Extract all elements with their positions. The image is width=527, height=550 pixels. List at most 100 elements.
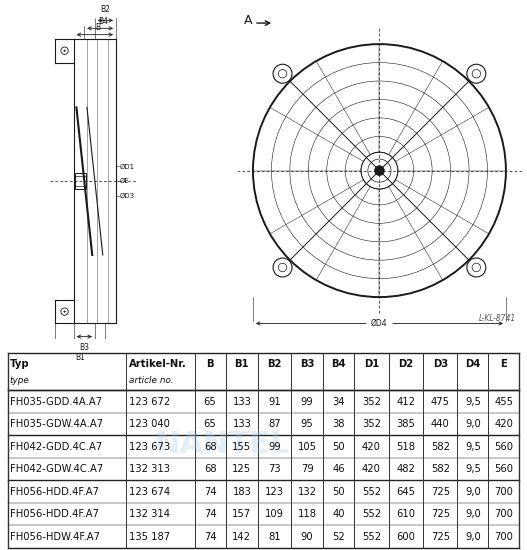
Text: NANTEL: NANTEL [154, 430, 290, 459]
Text: 420: 420 [494, 419, 513, 429]
Text: FH056-HDD.4F.A7: FH056-HDD.4F.A7 [10, 509, 99, 519]
Text: ØD3: ØD3 [120, 193, 135, 199]
Text: 142: 142 [232, 532, 251, 542]
Text: 155: 155 [232, 442, 251, 452]
Text: 52: 52 [333, 532, 345, 542]
Text: 123 673: 123 673 [129, 442, 170, 452]
Text: B: B [95, 23, 100, 32]
Text: 518: 518 [396, 442, 415, 452]
Text: 109: 109 [265, 509, 284, 519]
Text: 123 672: 123 672 [129, 397, 170, 406]
Text: B3: B3 [80, 343, 89, 352]
Text: 600: 600 [396, 532, 415, 542]
Text: FH035-GDW.4A.A7: FH035-GDW.4A.A7 [10, 419, 103, 429]
Text: 118: 118 [298, 509, 317, 519]
Text: 65: 65 [204, 397, 217, 406]
Text: D1: D1 [364, 359, 379, 369]
Text: 560: 560 [494, 442, 513, 452]
Text: 582: 582 [431, 442, 450, 452]
Text: 68: 68 [204, 464, 217, 474]
Text: 412: 412 [396, 397, 415, 406]
Text: 40: 40 [333, 509, 345, 519]
Text: 123 674: 123 674 [129, 487, 170, 497]
Text: 81: 81 [268, 532, 281, 542]
Text: 68: 68 [204, 442, 217, 452]
Text: Artikel-Nr.: Artikel-Nr. [129, 359, 187, 369]
Text: B1: B1 [235, 359, 249, 369]
Text: 123 040: 123 040 [129, 419, 169, 429]
Text: FH056-HDD.4F.A7: FH056-HDD.4F.A7 [10, 487, 99, 497]
Text: 9,5: 9,5 [465, 442, 481, 452]
Text: Typ: Typ [10, 359, 30, 369]
Text: B4: B4 [331, 359, 346, 369]
Text: B1: B1 [75, 354, 85, 362]
Text: FH042-GDD.4C.A7: FH042-GDD.4C.A7 [10, 442, 102, 452]
Text: 123: 123 [265, 487, 284, 497]
Text: article no.: article no. [129, 376, 173, 384]
Text: B4: B4 [98, 16, 108, 26]
Text: 420: 420 [362, 464, 381, 474]
Text: 157: 157 [232, 509, 251, 519]
Text: B2: B2 [101, 5, 110, 14]
Text: L-KL-8741: L-KL-8741 [479, 315, 516, 323]
Text: D4: D4 [465, 359, 481, 369]
Text: E: E [500, 359, 507, 369]
Text: 700: 700 [494, 509, 513, 519]
Text: 552: 552 [362, 509, 381, 519]
Text: A: A [243, 14, 252, 27]
Text: 725: 725 [431, 487, 450, 497]
Text: 352: 352 [362, 419, 381, 429]
Text: B3: B3 [300, 359, 314, 369]
Text: 440: 440 [431, 419, 450, 429]
Text: 133: 133 [232, 397, 251, 406]
Text: 50: 50 [333, 487, 345, 497]
Text: D3: D3 [433, 359, 448, 369]
Text: 725: 725 [431, 532, 450, 542]
Text: 132 313: 132 313 [129, 464, 170, 474]
Text: 34: 34 [333, 397, 345, 406]
Text: 46: 46 [333, 464, 345, 474]
Text: 99: 99 [268, 442, 281, 452]
Text: 552: 552 [362, 487, 381, 497]
Text: 9,5: 9,5 [465, 397, 481, 406]
Text: 135 187: 135 187 [129, 532, 170, 542]
Text: 9,0: 9,0 [465, 419, 481, 429]
Text: 610: 610 [396, 509, 415, 519]
Text: 132: 132 [298, 487, 317, 497]
Text: 420: 420 [362, 442, 381, 452]
Text: 50: 50 [333, 442, 345, 452]
Text: B: B [207, 359, 214, 369]
Text: 560: 560 [494, 464, 513, 474]
Text: 9,0: 9,0 [465, 509, 481, 519]
Text: 90: 90 [301, 532, 314, 542]
Text: 74: 74 [204, 532, 217, 542]
Bar [75, 173, 86, 189]
Text: 455: 455 [494, 397, 513, 406]
Text: 95: 95 [301, 419, 314, 429]
Text: 87: 87 [268, 419, 281, 429]
Text: ØD1: ØD1 [120, 163, 135, 169]
Text: 482: 482 [396, 464, 415, 474]
Text: 725: 725 [431, 509, 450, 519]
Text: 91: 91 [268, 397, 281, 406]
Text: 645: 645 [396, 487, 415, 497]
Text: 582: 582 [431, 464, 450, 474]
Text: 9,5: 9,5 [465, 464, 481, 474]
Text: 700: 700 [494, 532, 513, 542]
Text: 9,0: 9,0 [465, 532, 481, 542]
Text: 38: 38 [333, 419, 345, 429]
Text: 475: 475 [431, 397, 450, 406]
Circle shape [64, 50, 66, 52]
Text: FH042-GDW.4C.A7: FH042-GDW.4C.A7 [10, 464, 103, 474]
Circle shape [374, 166, 385, 176]
Text: 125: 125 [232, 464, 251, 474]
Text: 65: 65 [204, 419, 217, 429]
Circle shape [64, 311, 66, 312]
Text: 352: 352 [362, 397, 381, 406]
Text: 105: 105 [298, 442, 317, 452]
Text: 552: 552 [362, 532, 381, 542]
Text: 79: 79 [301, 464, 314, 474]
Text: 700: 700 [494, 487, 513, 497]
Text: 9,0: 9,0 [465, 487, 481, 497]
Text: 74: 74 [204, 509, 217, 519]
